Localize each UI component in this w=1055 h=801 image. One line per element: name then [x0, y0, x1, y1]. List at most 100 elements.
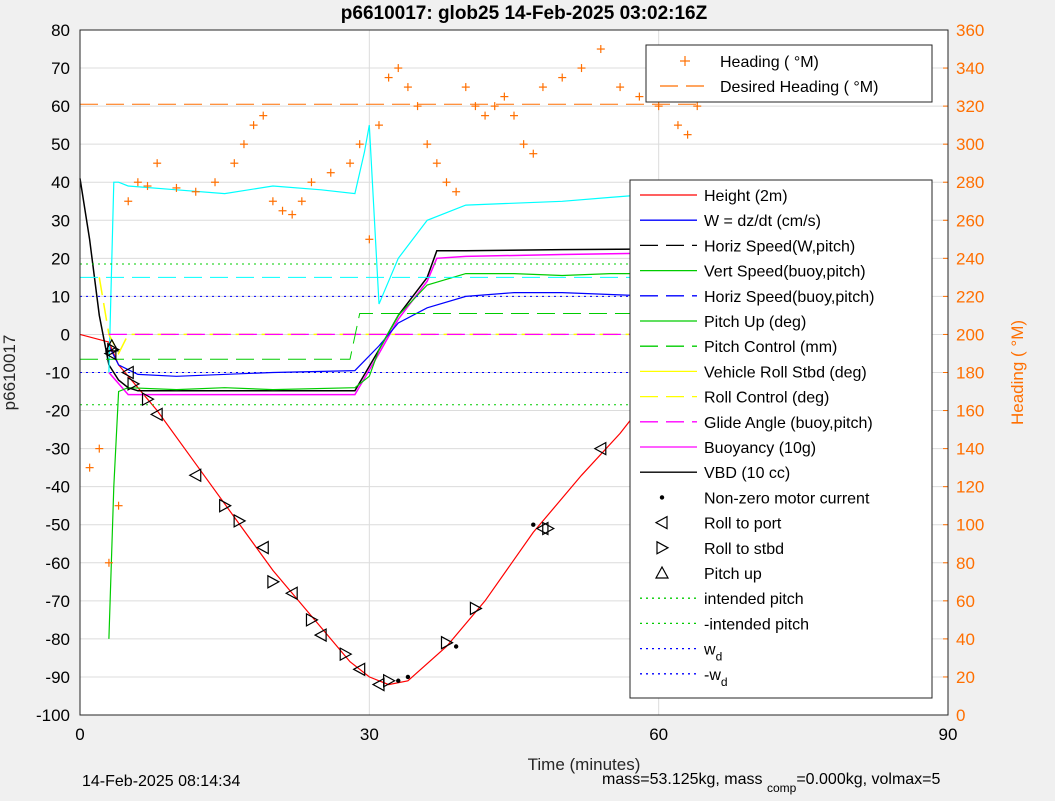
y-tick-label-right: 240 [956, 249, 984, 268]
y-tick-label-right: 120 [956, 478, 984, 497]
x-tick-label: 60 [649, 725, 668, 744]
x-axis-label: Time (minutes) [528, 755, 641, 774]
footer-mass-text-2: =0.000kg, volmax=5 [796, 771, 941, 788]
legend-entry-label: Roll to port [704, 516, 782, 533]
y-tick-label-left: -30 [45, 440, 70, 459]
y-axis-label-right: Heading ( °M) [1008, 320, 1027, 425]
plot-border [79, 29, 949, 716]
legend-entry-label: Horiz Speed(buoy,pitch) [704, 289, 874, 306]
x-tick-label: 30 [360, 725, 379, 744]
roll-to-port-point [120, 365, 134, 380]
y-tick-label-right: 200 [956, 325, 984, 344]
legend-heading-label: Desired Heading ( °M) [720, 79, 878, 96]
roll-to-stbd-point [542, 521, 556, 536]
heading-point [384, 73, 393, 82]
legend-entry-label: Buoyancy (10g) [704, 440, 816, 457]
motor-current-point [453, 644, 459, 649]
y-tick-label-left: -100 [36, 706, 70, 725]
heading-point [365, 235, 374, 244]
legend-entry-subscript: d [721, 675, 728, 689]
legend-heading-box [645, 44, 933, 103]
y-axis-label-left: p6610017 [0, 335, 19, 411]
legend-entry-label: Pitch Control (mm) [704, 339, 837, 356]
legend-entry-label: Roll to stbd [704, 541, 784, 558]
heading-point [191, 187, 200, 196]
y-tick-label-left: 10 [51, 287, 70, 306]
heading-point [239, 140, 248, 149]
roll-to-port-point [593, 441, 607, 456]
roll-to-stbd-point [383, 673, 396, 688]
heading-point [635, 92, 644, 101]
motor-current-point [531, 522, 536, 527]
y-tick-label-left: -20 [45, 402, 70, 421]
roll-to-port-point [284, 586, 298, 601]
heading-point [278, 206, 287, 215]
markers-layer [85, 45, 705, 692]
heading-point [490, 102, 499, 111]
y-tick-label-left: 70 [51, 59, 70, 78]
footer-mass: mass=53.125kg, mass comp=0.000kg, volmax… [602, 771, 941, 795]
y-tick-label-left: 60 [51, 97, 70, 116]
x-tick-label: 90 [939, 725, 958, 744]
roll-to-stbd-point [339, 647, 353, 662]
heading-point [172, 183, 181, 192]
heading-point [374, 121, 383, 130]
roll-to-stbd-point [440, 635, 454, 650]
roll-to-stbd-point [107, 342, 121, 357]
y-tick-label-right: 160 [956, 402, 984, 421]
heading-point [153, 159, 162, 168]
heading-point [500, 92, 509, 101]
y-tick-label-right: 20 [956, 668, 975, 687]
heading-point [355, 140, 364, 149]
heading-point [558, 73, 567, 82]
heading-point [577, 64, 586, 73]
heading-point [452, 187, 461, 196]
y-tick-label-left: -50 [45, 516, 70, 535]
heading-point [394, 64, 403, 73]
legend-swatch-pitch-up [654, 565, 670, 579]
roll-to-stbd-point [267, 574, 281, 589]
footer-date: 14-Feb-2025 08:14:34 [82, 773, 241, 790]
y-tick-label-right: 80 [956, 554, 975, 573]
heading-point [259, 111, 268, 120]
heading-point [114, 501, 123, 510]
heading-point [423, 140, 432, 149]
series-vert-speed-buoy-pitch [108, 124, 698, 373]
heading-point [133, 178, 142, 187]
heading-point [104, 558, 113, 567]
legend-heading-label: Heading ( °M) [720, 54, 819, 71]
x-tick-label: 0 [75, 725, 84, 744]
roll-to-port-point [255, 540, 269, 555]
legend-swatch-dot [659, 495, 665, 500]
legend-swatch-roll-port [654, 515, 668, 530]
y-tick-label-right: 260 [956, 211, 984, 230]
heading-point [211, 178, 220, 187]
footer-mass-text: mass=53.125kg, mass [602, 771, 763, 788]
legend-swatch-roll-stbd [656, 540, 670, 555]
legend-entry-label: Height (2m) [704, 188, 788, 205]
legend-heading: Heading ( °M) Desired Heading ( °M) [645, 44, 933, 103]
series-pitch-control-mm [80, 313, 698, 360]
heading-point [432, 159, 441, 168]
chart-title: p6610017: glob25 14-Feb-2025 03:02:16Z [341, 3, 708, 24]
legend-entry-label: intended pitch [704, 591, 804, 608]
y-tick-label-right: 280 [956, 173, 984, 192]
heading-point [683, 130, 692, 139]
legend-entry-label: Roll Control (deg) [704, 390, 829, 407]
series-pitch-up-deg [108, 269, 698, 639]
heading-point [403, 83, 412, 92]
y-tick-label-left: 80 [51, 21, 70, 40]
y-tick-label-right: 40 [956, 630, 975, 649]
heading-point [95, 444, 104, 453]
y-tick-label-right: 300 [956, 135, 984, 154]
y-tick-label-right: 100 [956, 516, 984, 535]
roll-to-stbd-point [141, 392, 155, 407]
heading-point [471, 102, 480, 111]
legend-entry-label: Glide Angle (buoy,pitch) [704, 415, 873, 432]
heading-point [538, 83, 547, 92]
y-tick-label-left: 20 [51, 249, 70, 268]
legend-entry-label: VBD (10 cc) [704, 465, 790, 482]
y-tick-label-left: -10 [45, 364, 70, 383]
roll-to-port-point [149, 407, 163, 422]
y-tick-label-right: 360 [956, 21, 984, 40]
